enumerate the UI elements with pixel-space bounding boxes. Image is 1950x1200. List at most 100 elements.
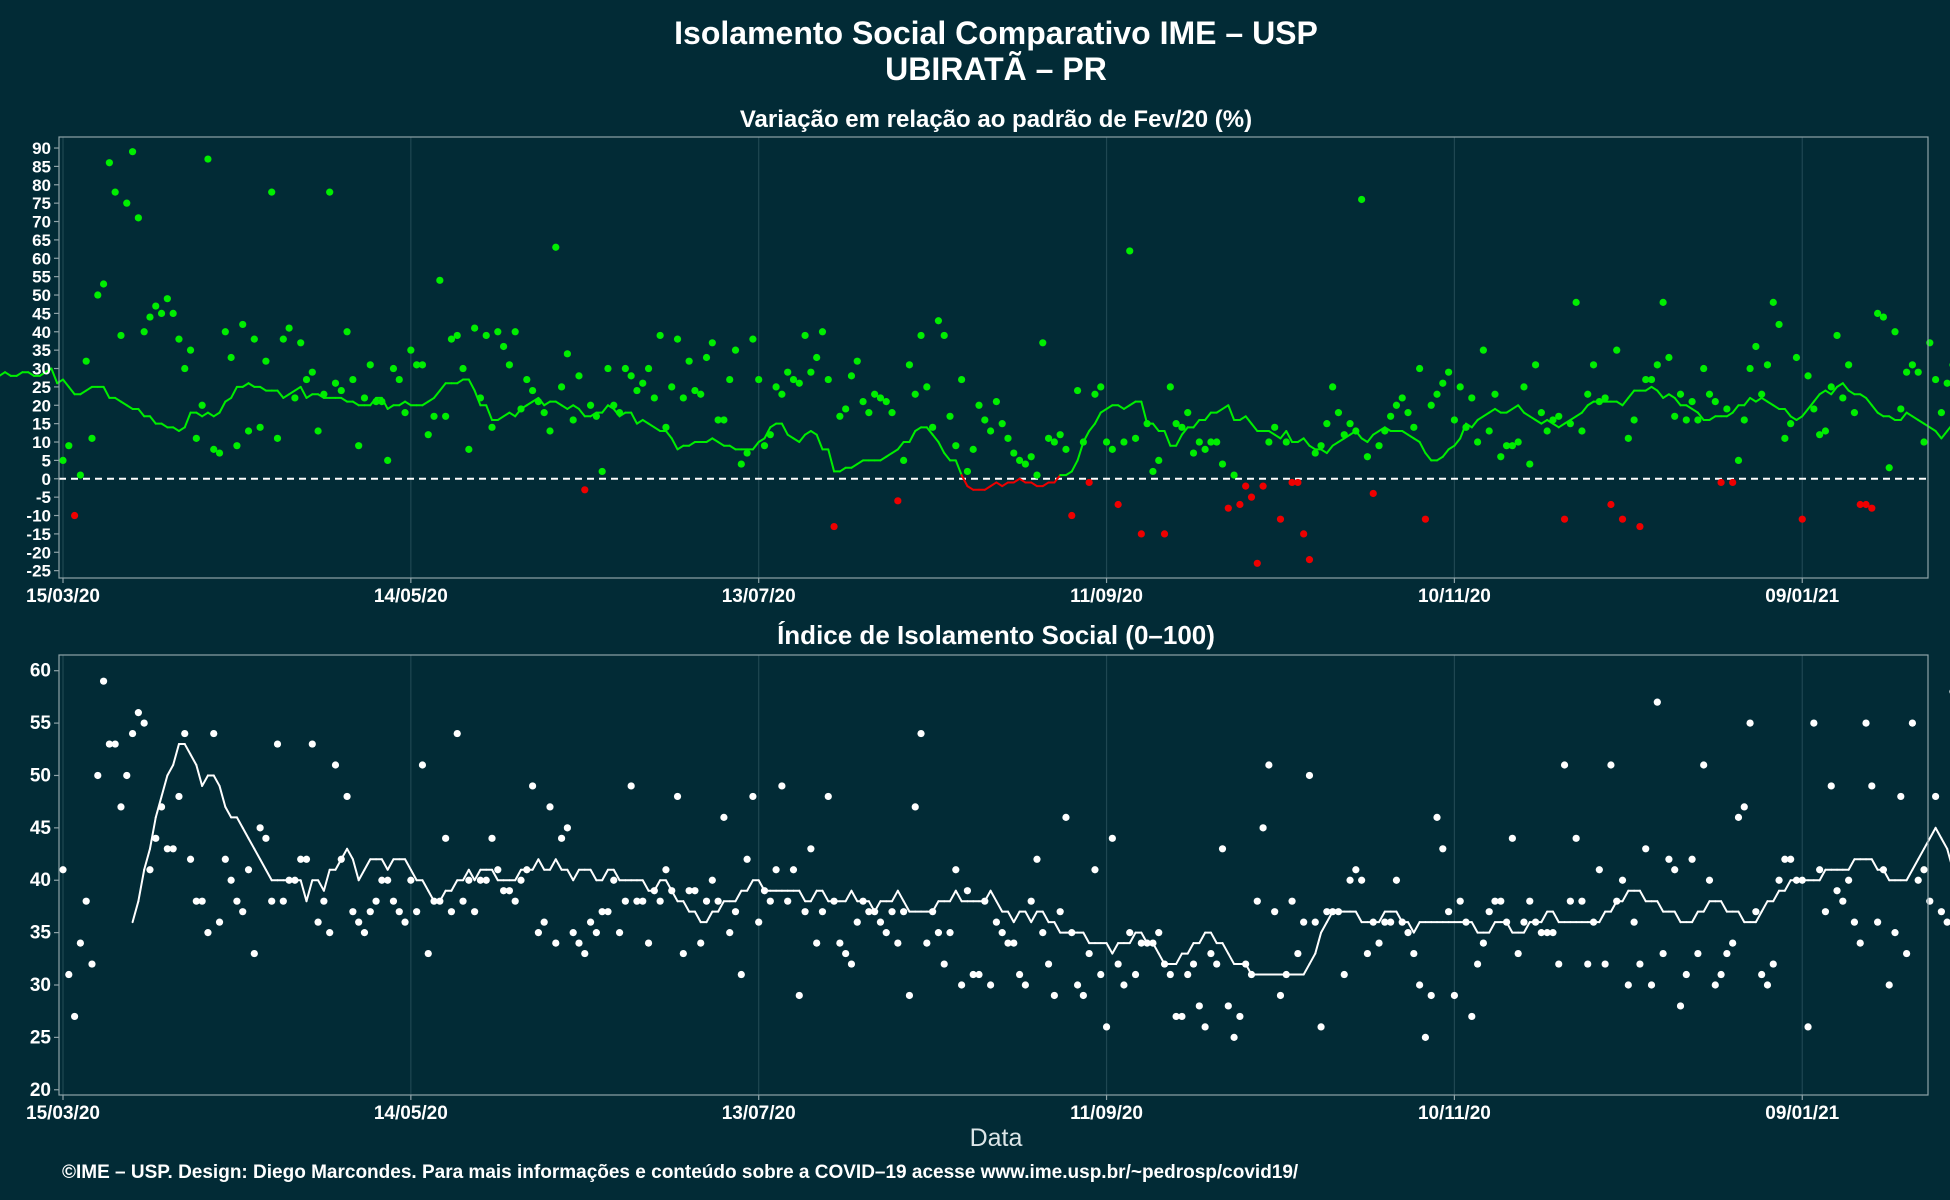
series-line-segment: [1522, 411, 1531, 418]
series-line-segment: [1488, 407, 1496, 414]
data-point: [1450, 416, 1459, 424]
series-line-segment: [577, 407, 586, 418]
chart-subtitle: UBIRATÃ – PR: [885, 51, 1107, 87]
series-line-segment: [751, 441, 760, 451]
data-point: [384, 876, 392, 884]
data-point: [1398, 918, 1406, 926]
series-line-segment: [891, 448, 899, 455]
series-line-segment: [566, 868, 575, 882]
data-point: [1804, 372, 1812, 380]
data-point: [1798, 876, 1806, 884]
data-point: [1288, 897, 1296, 905]
data-point: [401, 409, 409, 417]
series-line-segment: [949, 889, 957, 903]
data-point: [1282, 970, 1290, 979]
y-tick-label: 75: [32, 194, 51, 213]
data-point: [726, 929, 734, 937]
series-line-segment: [1551, 910, 1560, 924]
series-line-segment: [1528, 415, 1537, 421]
data-point: [1839, 897, 1847, 905]
data-point: [923, 939, 931, 947]
data-point: [1242, 482, 1250, 490]
series-line-segment: [1795, 415, 1804, 421]
data-point: [331, 761, 340, 769]
data-point: [424, 431, 432, 439]
series-line-segment: [1412, 437, 1421, 444]
series-line-segment: [960, 474, 969, 488]
series-line-segment: [1302, 963, 1311, 976]
data-point: [557, 383, 566, 391]
data-point: [308, 740, 316, 748]
x-tick-label: 15/03/20: [26, 586, 100, 607]
series-line-segment: [983, 485, 992, 491]
data-point: [865, 908, 873, 916]
series-line-segment: [38, 371, 47, 377]
series-line-segment: [1836, 382, 1844, 388]
series-line-segment: [62, 378, 70, 388]
series-line-segment: [1070, 459, 1079, 473]
data-point: [500, 342, 508, 351]
series-line-segment: [937, 441, 946, 455]
data-point: [847, 960, 856, 968]
series-line-segment: [1296, 437, 1305, 444]
data-point: [1079, 991, 1087, 1000]
data-point: [1166, 970, 1174, 979]
data-point: [1624, 981, 1632, 989]
data-point: [1143, 939, 1151, 947]
data-point: [1259, 824, 1267, 832]
data-point: [1073, 981, 1082, 989]
data-point: [1068, 511, 1076, 520]
data-point: [1340, 431, 1348, 439]
series-line-segment: [1030, 910, 1038, 924]
data-point: [1578, 897, 1586, 905]
y-tick-label: 50: [30, 765, 51, 786]
data-point: [366, 361, 374, 369]
panel-1-series-points: [59, 148, 1950, 567]
data-point: [505, 361, 514, 369]
series-line-segment: [966, 485, 975, 491]
data-point: [1549, 416, 1557, 424]
series-line-segment: [804, 430, 812, 436]
series-line-segment: [734, 889, 743, 903]
data-point: [563, 824, 571, 832]
series-line-segment: [380, 858, 389, 871]
series-line-segment: [1946, 847, 1950, 863]
data-point: [1514, 438, 1522, 446]
data-point: [1671, 866, 1679, 874]
data-point: [830, 897, 838, 905]
data-point: [1224, 1002, 1232, 1010]
data-point: [476, 876, 485, 884]
x-tick-label: 14/05/20: [374, 1103, 448, 1124]
data-point: [923, 383, 931, 391]
data-point: [1369, 489, 1377, 498]
series-line-segment: [1198, 931, 1207, 945]
x-tick-label: 15/03/20: [26, 1103, 100, 1124]
series-line-segment: [1122, 404, 1131, 410]
data-point: [389, 897, 398, 905]
data-point: [888, 908, 896, 916]
data-point: [1445, 368, 1453, 376]
data-point: [146, 866, 154, 874]
series-line-segment: [1801, 407, 1810, 418]
series-line-segment: [1302, 437, 1311, 447]
data-point: [656, 331, 664, 340]
x-tick-label: 13/07/20: [722, 1103, 796, 1124]
y-tick-label: 35: [30, 923, 52, 944]
data-point: [998, 929, 1006, 937]
series-line-segment: [1227, 404, 1236, 421]
data-point: [1729, 478, 1737, 487]
data-point: [552, 243, 560, 251]
x-tick-label: 11/09/20: [1070, 586, 1143, 607]
series-line-segment: [1876, 411, 1885, 418]
series-line-segment: [630, 411, 638, 425]
data-point: [1369, 918, 1377, 926]
series-line-segment: [989, 481, 998, 488]
data-point: [1531, 918, 1540, 926]
data-point: [360, 929, 369, 937]
series-line-segment: [1760, 396, 1769, 403]
data-point: [1398, 394, 1406, 402]
data-point: [233, 442, 241, 450]
data-point: [1543, 427, 1551, 435]
data-point: [488, 834, 496, 842]
data-point: [1874, 918, 1882, 926]
